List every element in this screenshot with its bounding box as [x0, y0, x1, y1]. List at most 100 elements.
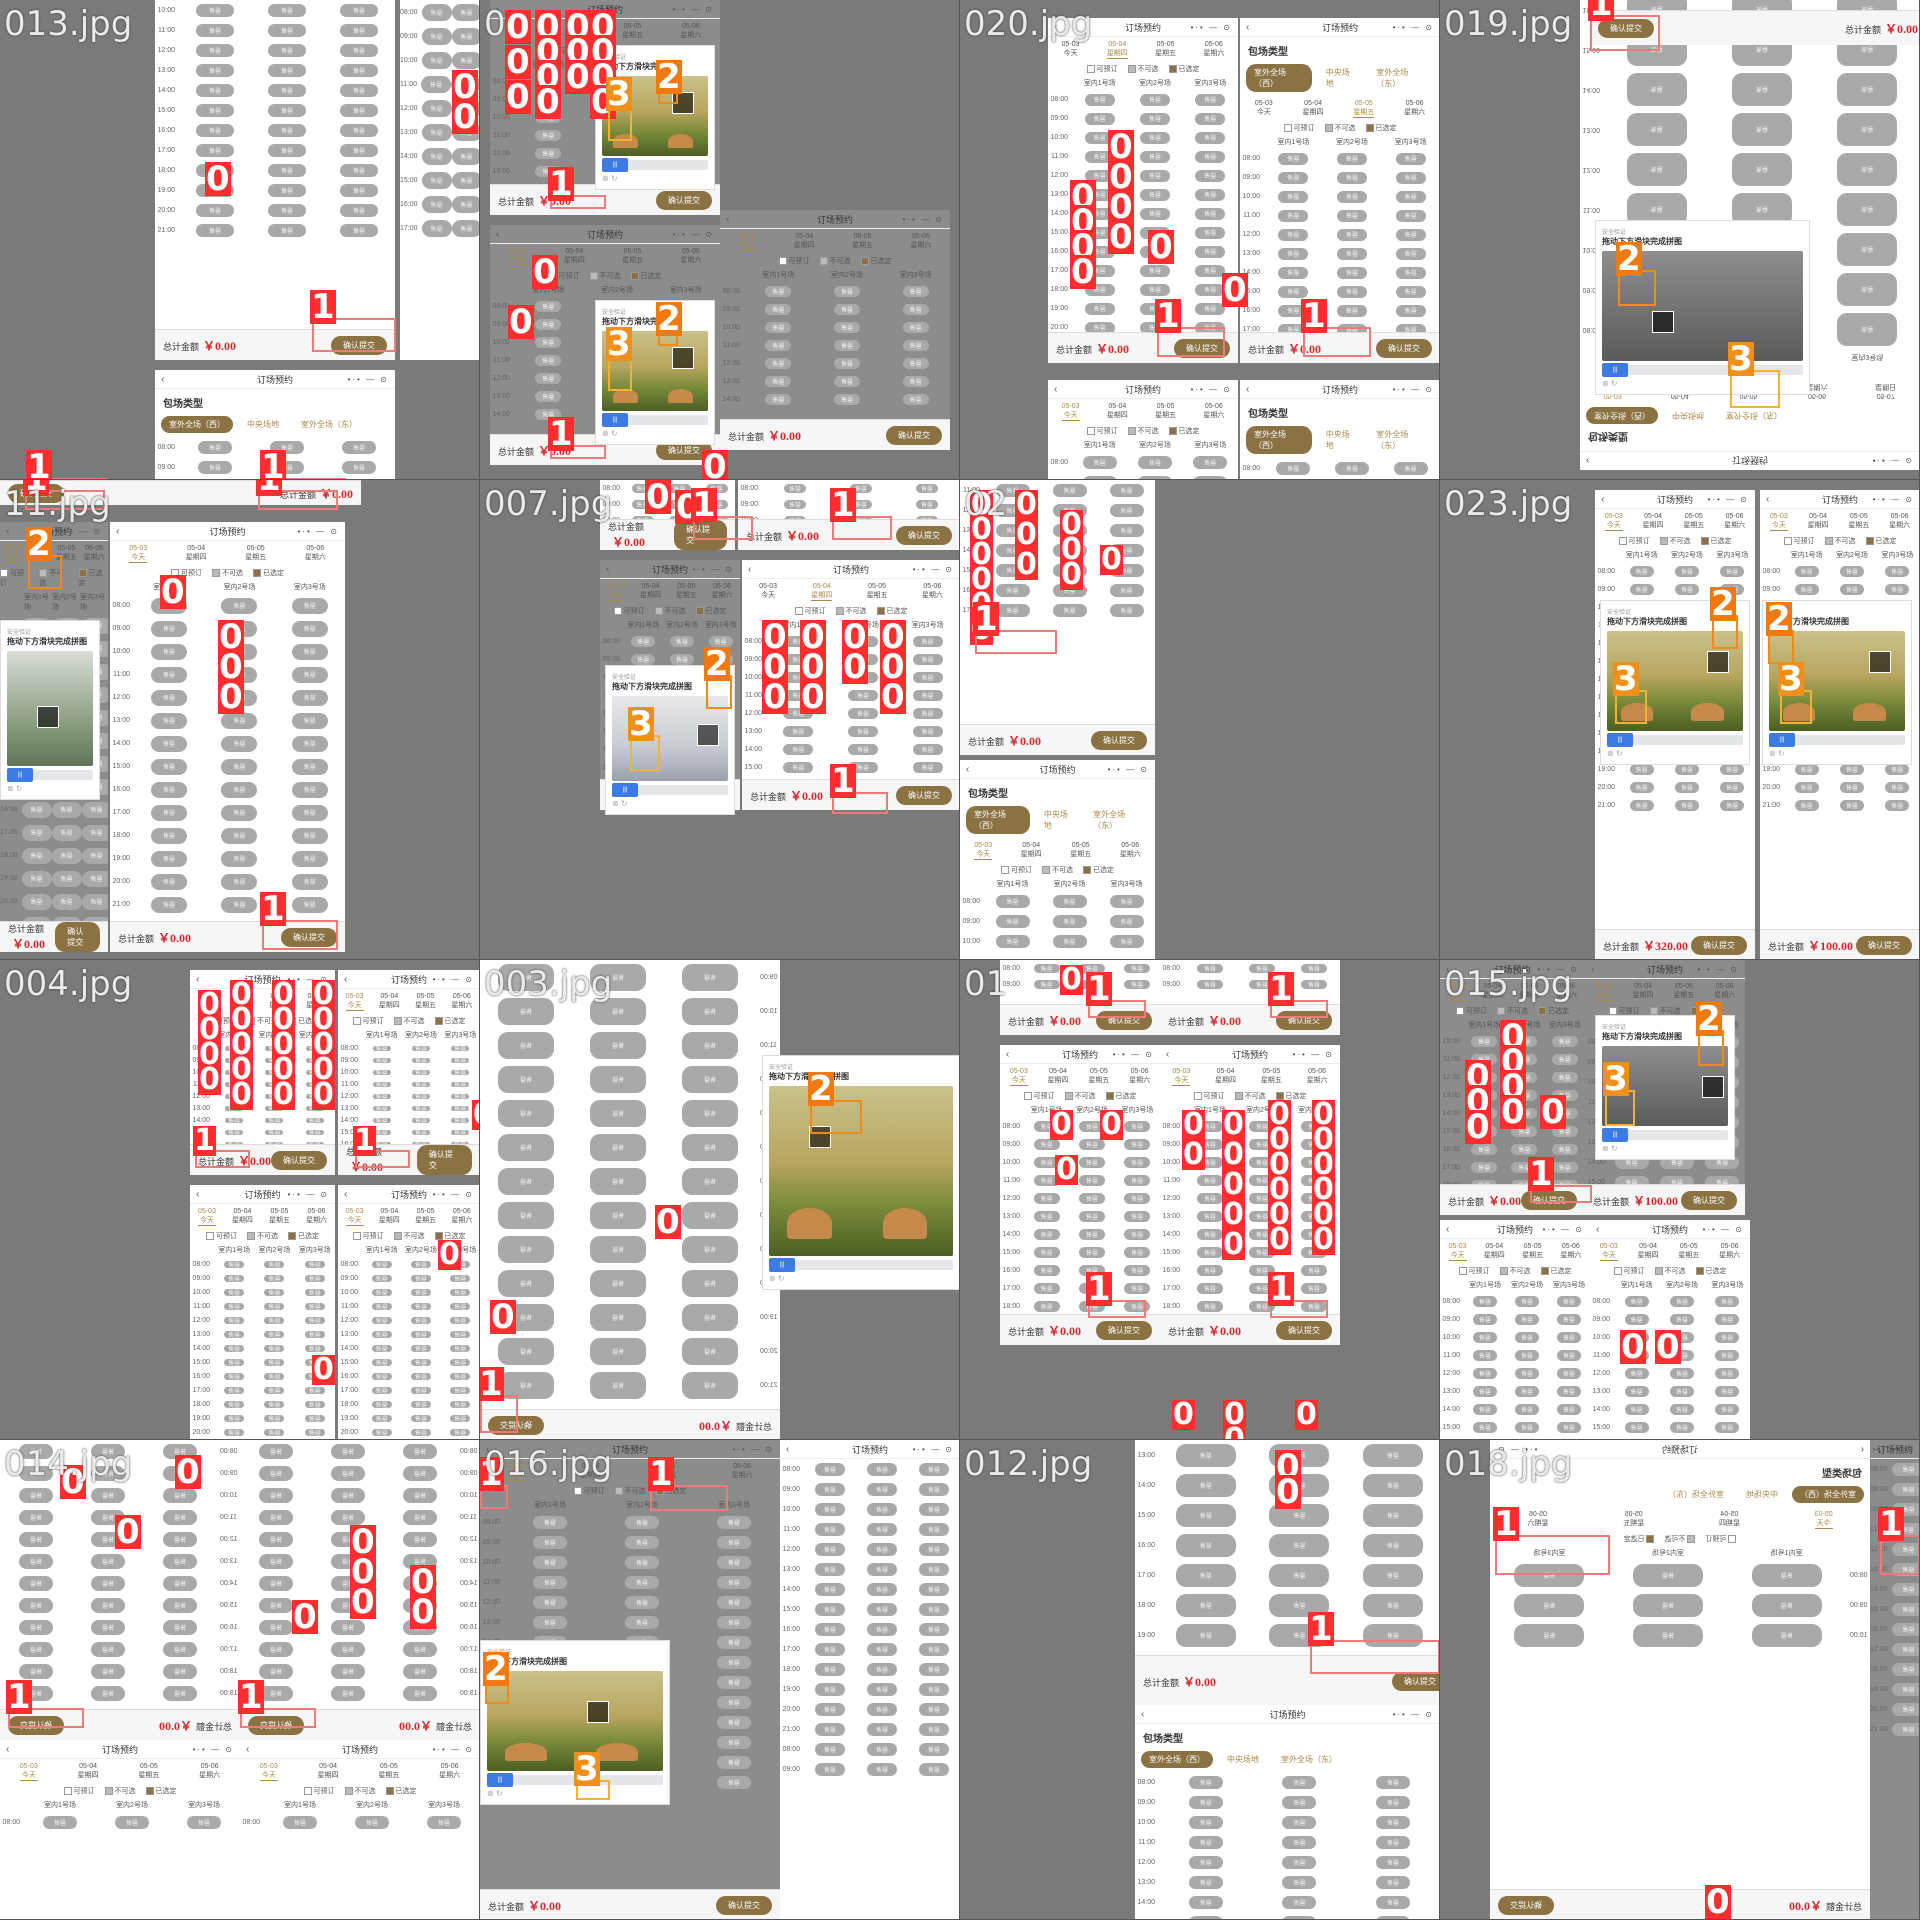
slot-sold-out[interactable]: 售罄 [1515, 1295, 1539, 1307]
slot-sold-out[interactable]: 售罄 [451, 219, 479, 237]
slot-sold-out[interactable]: 售罄 [51, 847, 82, 864]
slot-sold-out[interactable]: 售罄 [631, 499, 654, 509]
slot-sold-out[interactable]: 售罄 [535, 300, 562, 312]
slot-sold-out[interactable]: 售罄 [21, 824, 52, 841]
slot-sold-out[interactable]: 售罄 [196, 123, 234, 137]
slot-sold-out[interactable]: 售罄 [867, 1562, 897, 1576]
slot-sold-out[interactable]: 售罄 [304, 1330, 325, 1339]
slot-sold-out[interactable]: 售罄 [451, 27, 479, 45]
slot-sold-out[interactable]: 售罄 [912, 725, 943, 737]
slot-sold-out[interactable]: 售罄 [304, 1386, 325, 1395]
slot-sold-out[interactable]: 售罄 [340, 203, 378, 217]
slot-sold-out[interactable]: 售罄 [198, 440, 232, 454]
slot-sold-out[interactable]: 售罄 [451, 1045, 470, 1053]
slot-sold-out[interactable]: 售罄 [912, 653, 943, 665]
slot-sold-out[interactable]: 售罄 [403, 1685, 437, 1701]
confirm-submit-button[interactable]: 确认提交 [416, 1145, 472, 1175]
slot-sold-out[interactable]: 售罄 [1078, 1228, 1105, 1240]
slot-sold-out[interactable]: 售罄 [815, 1502, 845, 1516]
slot-sold-out[interactable]: 售罄 [91, 1663, 125, 1679]
menu-capsule-icon[interactable]: •·• — ⊙ [60, 526, 102, 536]
slot-sold-out[interactable]: 售罄 [1376, 1835, 1411, 1849]
slot-sold-out[interactable]: 售罄 [1395, 247, 1426, 260]
slot-sold-out[interactable]: 售罄 [1515, 1313, 1539, 1325]
slot-sold-out[interactable]: 售罄 [815, 1542, 845, 1556]
slot-sold-out[interactable]: 售罄 [631, 653, 656, 665]
slot-sold-out[interactable]: 售罄 [1751, 1593, 1822, 1617]
slot-sold-out[interactable]: 售罄 [224, 1274, 245, 1283]
slot-sold-out[interactable]: 售罄 [304, 1400, 325, 1409]
slot-sold-out[interactable]: 售罄 [151, 850, 188, 867]
slot-sold-out[interactable]: 售罄 [1249, 1192, 1275, 1204]
confirm-submit-button[interactable]: 确认提交 [674, 520, 727, 550]
slot-sold-out[interactable]: 售罄 [1629, 583, 1654, 595]
back-icon[interactable]: ‹ [1601, 493, 1605, 505]
slot-sold-out[interactable]: 售罄 [1674, 583, 1699, 595]
package-tab[interactable]: 室外全场（西） [161, 416, 233, 433]
slot-sold-out[interactable]: 售罄 [1197, 1192, 1223, 1204]
slot-sold-out[interactable]: 售罄 [1197, 1264, 1223, 1276]
slot-sold-out[interactable]: 售罄 [1195, 245, 1226, 258]
slot-sold-out[interactable]: 售罄 [1193, 475, 1228, 479]
captcha-refresh-icon[interactable]: ⊗ ↻ [602, 174, 618, 183]
slot-sold-out[interactable]: 售罄 [783, 653, 814, 665]
back-icon[interactable]: ‹ [486, 1443, 490, 1455]
slot-sold-out[interactable]: 售罄 [372, 1105, 391, 1113]
slot-sold-out[interactable]: 售罄 [1109, 483, 1144, 497]
slot-sold-out[interactable]: 售罄 [783, 689, 814, 701]
slot-sold-out[interactable]: 售罄 [1124, 1174, 1151, 1186]
slot-sold-out[interactable]: 售罄 [1839, 799, 1864, 811]
slot-sold-out[interactable]: 售罄 [421, 51, 452, 69]
slot-sold-out[interactable]: 售罄 [833, 375, 860, 387]
slot-sold-out[interactable]: 售罄 [268, 43, 306, 57]
slot-sold-out[interactable]: 售罄 [590, 1235, 646, 1263]
slot-sold-out[interactable]: 售罄 [196, 223, 234, 237]
package-tab[interactable]: 室外全场（西） [1141, 1751, 1213, 1768]
slot-sold-out[interactable]: 售罄 [1891, 1562, 1919, 1576]
slot-sold-out[interactable]: 售罄 [450, 1372, 471, 1381]
slot-sold-out[interactable]: 售罄 [198, 460, 232, 474]
package-tab[interactable]: 室外全场（西） [966, 806, 1030, 834]
slot-sold-out[interactable]: 售罄 [815, 1482, 845, 1496]
slot-sold-out[interactable]: 售罄 [451, 1105, 470, 1113]
slot-sold-out[interactable]: 售罄 [340, 163, 378, 177]
slot-sold-out[interactable]: 售罄 [268, 203, 306, 217]
slot-sold-out[interactable]: 售罄 [1551, 1053, 1578, 1065]
slot-sold-out[interactable]: 售罄 [815, 1722, 845, 1736]
slot-sold-out[interactable]: 售罄 [264, 1372, 285, 1381]
slot-sold-out[interactable]: 售罄 [815, 1602, 845, 1616]
slot-sold-out[interactable]: 售罄 [151, 689, 188, 706]
slot-sold-out[interactable]: 售罄 [1249, 1120, 1275, 1132]
slot-sold-out[interactable]: 售罄 [765, 375, 792, 387]
slider-knob[interactable]: ||| [487, 1773, 513, 1787]
slot-sold-out[interactable]: 售罄 [1139, 283, 1170, 296]
slot-sold-out[interactable]: 售罄 [1669, 1349, 1694, 1361]
slot-sold-out[interactable]: 售罄 [1276, 461, 1311, 475]
slot-sold-out[interactable]: 售罄 [1515, 1421, 1539, 1433]
back-icon[interactable]: ‹ [748, 563, 752, 575]
slot-sold-out[interactable]: 售罄 [815, 1662, 845, 1676]
slot-sold-out[interactable]: 售罄 [847, 725, 878, 737]
slot-sold-out[interactable]: 售罄 [224, 1260, 245, 1269]
slot-sold-out[interactable]: 售罄 [163, 1597, 197, 1613]
back-icon[interactable]: ‹ [1166, 1048, 1170, 1060]
slot-sold-out[interactable]: 售罄 [1336, 152, 1367, 165]
slot-sold-out[interactable]: 售罄 [268, 143, 306, 157]
slot-sold-out[interactable]: 售罄 [450, 1400, 471, 1409]
slot-sold-out[interactable]: 售罄 [81, 870, 108, 887]
slot-sold-out[interactable]: 售罄 [224, 1288, 245, 1297]
slot-sold-out[interactable]: 售罄 [590, 1371, 646, 1399]
slot-sold-out[interactable]: 售罄 [533, 1595, 567, 1609]
slot-sold-out[interactable]: 售罄 [1674, 799, 1699, 811]
